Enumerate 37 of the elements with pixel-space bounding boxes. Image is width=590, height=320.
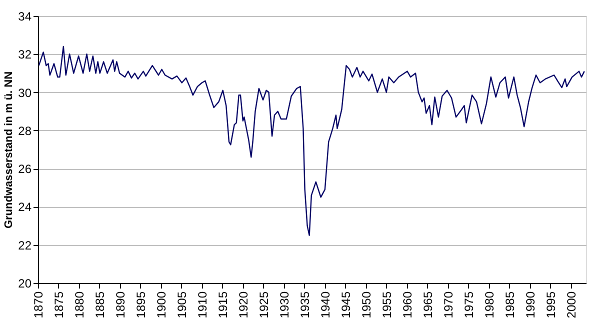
x-tick-label: 1930: [277, 291, 292, 318]
x-tick-label: 2000: [564, 291, 578, 318]
y-tick-label: 34: [18, 10, 32, 24]
x-tick-label: 1940: [318, 291, 332, 318]
x-tick-label: 1945: [338, 291, 353, 318]
y-tick-label: 20: [18, 276, 32, 290]
x-tick-label: 1915: [216, 291, 230, 318]
y-axis-title: Grundwasserstand in m ü. NN: [3, 71, 16, 229]
y-tick-label: 30: [18, 86, 32, 100]
x-tick-label: 1880: [72, 291, 86, 318]
x-tick-label: 1885: [92, 291, 107, 318]
x-tick-label: 1890: [113, 291, 128, 318]
x-tick-label: 1990: [523, 291, 538, 318]
line-series: [38, 46, 585, 236]
y-tick-label: 28: [18, 124, 32, 138]
x-tick-label: 1935: [298, 291, 312, 318]
x-tick-label: 1975: [462, 291, 476, 318]
x-tick-label: 1900: [154, 291, 168, 318]
x-tick-label: 1920: [236, 291, 250, 318]
x-tick-label: 1995: [544, 291, 558, 318]
y-tick-label: 24: [18, 200, 32, 214]
y-tick-label: 22: [18, 238, 32, 252]
x-tick-label: 1875: [52, 291, 66, 318]
x-tick-label: 1955: [380, 291, 394, 318]
x-tick-label: 1970: [441, 291, 456, 318]
x-tick-label: 1980: [482, 291, 496, 318]
x-tick-label: 1925: [256, 291, 271, 318]
x-tick-label: 1965: [420, 291, 435, 318]
x-tick-label: 1960: [400, 291, 414, 318]
x-tick-label: 1950: [359, 291, 374, 318]
y-tick-label: 26: [18, 162, 32, 176]
x-tick-label: 1895: [134, 291, 148, 318]
x-tick-label: 1870: [32, 291, 46, 318]
x-tick-label: 1905: [174, 291, 189, 318]
x-tick-label: 1910: [195, 291, 210, 318]
x-tick-label: 1985: [502, 291, 517, 318]
y-tick-label: 32: [18, 48, 32, 62]
